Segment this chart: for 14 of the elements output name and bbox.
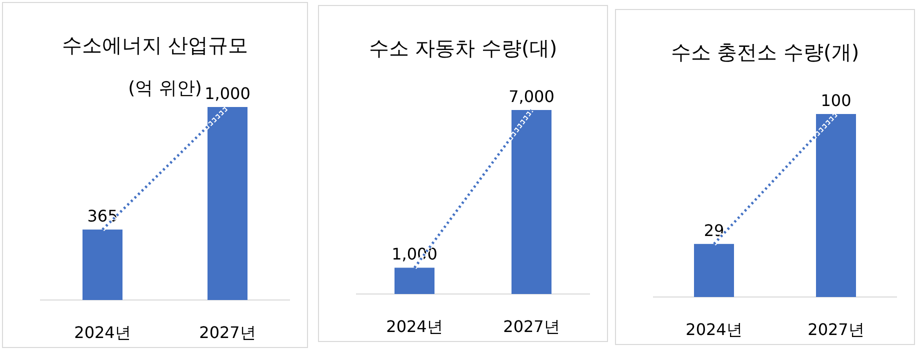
chart-subtitle: (억 위안) <box>128 78 202 99</box>
x-tick-label: 2027년 <box>808 320 864 339</box>
data-label: 29 <box>704 220 724 240</box>
chart-title: 수소에너지 산업규모 <box>62 33 248 57</box>
x-tick-label: 2024년 <box>386 317 443 336</box>
x-tick-label: 2027년 <box>199 323 256 342</box>
x-tick-label: 2027년 <box>503 317 560 336</box>
data-label: 1,000 <box>204 84 250 103</box>
data-label: 7,000 <box>508 87 554 106</box>
data-label: 100 <box>820 91 852 110</box>
chart-title: 수소 충전소 수량(개) <box>670 40 860 64</box>
chart-title: 수소 자동차 수량(대) <box>368 36 558 60</box>
x-tick-label: 2024년 <box>74 323 131 342</box>
x-tick-label: 2024년 <box>686 320 742 339</box>
